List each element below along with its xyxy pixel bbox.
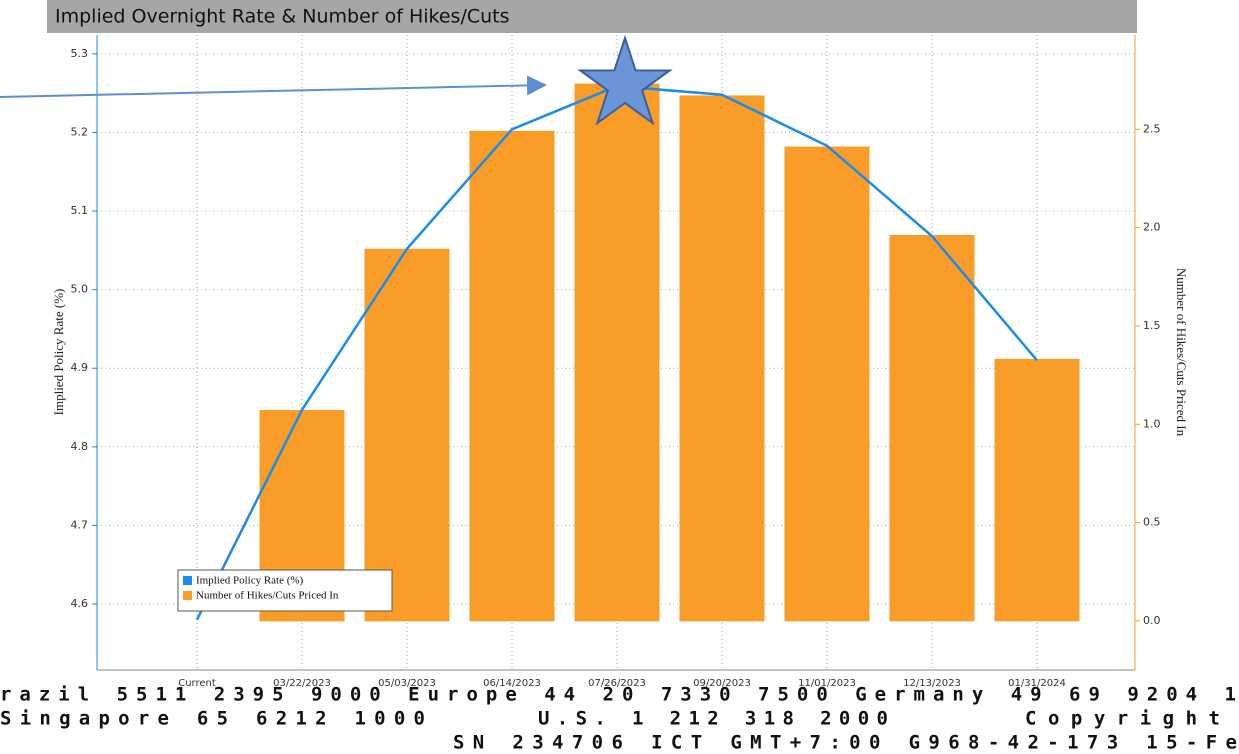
footer-line: Copyright xyxy=(1025,708,1220,730)
bar xyxy=(469,130,555,622)
x-tick-label: 01/31/2024 xyxy=(1008,678,1066,689)
title-bar xyxy=(47,0,1137,33)
y2-tick-label: 0.0 xyxy=(1143,614,1161,627)
y-tick-label: 4.6 xyxy=(71,597,89,610)
x-tick-label: 06/14/2023 xyxy=(483,678,541,689)
y-tick-label: 5.1 xyxy=(71,204,89,217)
y-tick-label: 5.0 xyxy=(71,283,89,296)
bar xyxy=(574,83,660,622)
plot: 4.6 4.7 4.8 4.9 5.0 5.1 5.2 5.3 0.0 0.5 1.0 1.5 2.0 2… xyxy=(71,35,1161,689)
legend-label: Implied Policy Rate (%) xyxy=(196,575,304,587)
footer-line: U.S. 1 212 318 2000 xyxy=(538,708,888,730)
y2-tick-label: 0.5 xyxy=(1143,516,1161,529)
y2-tick-label: 2.0 xyxy=(1143,221,1161,234)
y2-tick-label: 1.5 xyxy=(1143,319,1161,332)
x-tick-label: 11/01/2023 xyxy=(798,678,856,689)
x-tick-label: 07/26/2023 xyxy=(588,678,646,689)
bar xyxy=(889,235,975,622)
y-axis-label: Implied Policy Rate (%) xyxy=(51,289,66,416)
bar xyxy=(994,358,1080,622)
x-tick-label: 12/13/2023 xyxy=(903,678,961,689)
annotation-star xyxy=(577,34,673,126)
bar xyxy=(679,95,765,622)
bar xyxy=(364,248,450,622)
footer-line: SN 234706 ICT GMT+7:00 G968-42-173 15-Fe xyxy=(453,732,1237,754)
y2-axis-label: Number of Hikes/Cuts Priced In xyxy=(1174,268,1189,437)
legend-box xyxy=(177,569,393,612)
footer-line: Singapore 65 6212 1000 xyxy=(0,708,425,730)
y2-tick-label: 2.5 xyxy=(1143,122,1161,135)
legend-label: Number of Hikes/Cuts Priced In xyxy=(196,590,339,602)
y-tick-label: 5.3 xyxy=(71,47,89,60)
y-tick-label: 4.9 xyxy=(71,361,89,374)
y2-tick-label: 1.0 xyxy=(1143,417,1161,430)
x-tick-label: 03/22/2023 xyxy=(273,678,331,689)
x-tick-label: Current xyxy=(178,678,216,689)
bar xyxy=(784,146,870,622)
y-tick-label: 4.7 xyxy=(71,518,89,531)
legend-swatch xyxy=(183,576,192,585)
y-tick-label: 4.8 xyxy=(71,440,89,453)
x-tick-label: 09/20/2023 xyxy=(693,678,751,689)
annotation-arrow xyxy=(0,75,547,98)
y-tick-label: 5.2 xyxy=(71,125,89,138)
chart-title: Implied Overnight Rate & Number of Hikes… xyxy=(55,6,510,28)
legend-swatch xyxy=(183,591,192,600)
x-tick-label: 05/03/2023 xyxy=(378,678,436,689)
